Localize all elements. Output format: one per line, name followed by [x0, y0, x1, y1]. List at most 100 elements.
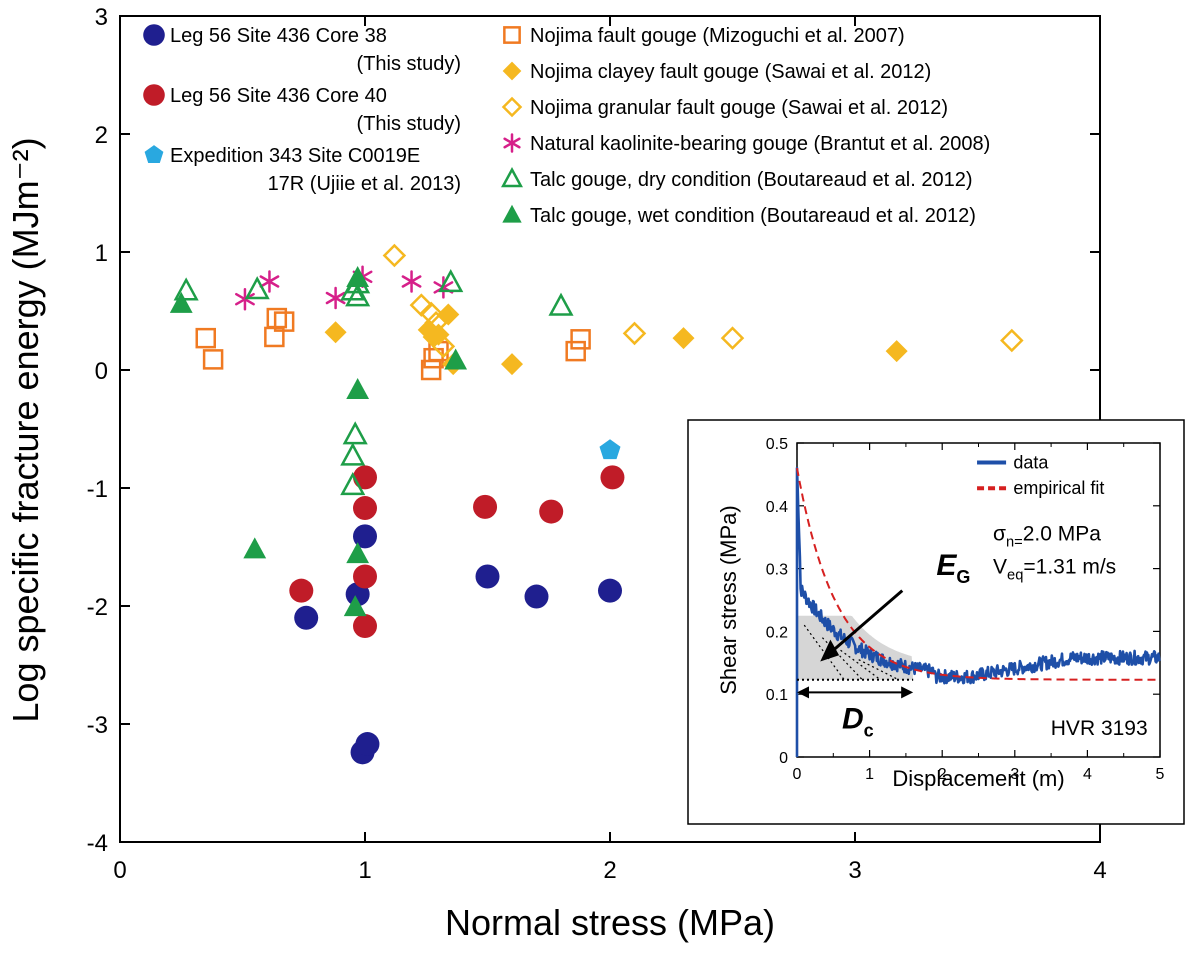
inset-y-tick-label: 0: [779, 750, 788, 767]
fit-line: [796, 467, 1160, 681]
data-point: [346, 378, 370, 400]
veq-label: Veq=1.31 m/s: [993, 556, 1116, 584]
data-point: [202, 349, 224, 370]
data-point: [324, 321, 347, 344]
inset-y-tick-label: 0.1: [766, 687, 788, 704]
data-point: [382, 243, 407, 268]
series-diamond-filled: [324, 303, 908, 376]
data-point: [353, 496, 377, 521]
series-circle: [289, 465, 625, 639]
inset-y-tick-label: 0.2: [766, 624, 788, 641]
data-point: [539, 499, 564, 524]
eg-arrow-head: [820, 639, 840, 662]
x-tick-label: 1: [358, 857, 371, 884]
inset-chart: 0 1 2 3 4 5 0 0.1 0.2 0.3 0.4 0.5 Displacement (m) Sh…: [687, 419, 1185, 825]
axis-ticks: 0 1 2 3 4 -4 -3 -2 -1 0 1 2 3: [87, 4, 1107, 884]
inset-x-tick-label: 4: [1083, 766, 1092, 783]
inset-x-tick-label: 2: [938, 766, 947, 783]
inset-y-tick-label: 0.3: [766, 562, 788, 579]
data-point: [672, 327, 695, 350]
data-point: [289, 578, 314, 603]
data-point: [599, 439, 621, 460]
series-triangle-open: [173, 269, 574, 496]
data-point: [340, 442, 366, 466]
data-point: [342, 421, 368, 445]
x-tick-label: 2: [603, 857, 616, 884]
legend-marker: [502, 204, 522, 223]
data-point: [885, 340, 908, 363]
data-point: [423, 347, 444, 369]
legend-marker: [143, 24, 165, 46]
data-point: [243, 537, 267, 559]
inset-x-tick-label: 1: [865, 766, 874, 783]
x-axis-label: Normal stress (MPa): [445, 902, 775, 943]
legend-label: Nojima clayey fault gouge (Sawai et al. …: [530, 61, 931, 83]
data-point: [548, 292, 574, 316]
y-tick-label: -2: [87, 594, 108, 621]
data-point: [343, 595, 367, 617]
legend-label: (This study): [357, 53, 461, 75]
x-tick-label: 4: [1093, 857, 1106, 884]
series-circle: [294, 524, 622, 765]
sigma-label: σn=2.0 MPa: [993, 522, 1101, 550]
legend-marker: [503, 133, 521, 153]
inset-y-tick-label: 0.5: [766, 436, 788, 453]
data-point: [444, 348, 468, 370]
legend-marker: [501, 96, 523, 118]
y-tick-label: -3: [87, 712, 108, 739]
data-point: [475, 564, 500, 589]
y-tick-label: 2: [95, 122, 108, 149]
data-point: [524, 584, 549, 609]
legend-label: Expedition 343 Site C0019E: [170, 145, 420, 167]
data-point: [622, 321, 647, 346]
legend-label: Natural kaolinite-bearing gouge (Brantut…: [530, 133, 990, 155]
series-pentagon: [599, 439, 621, 460]
inset-x-tick-label: 5: [1156, 766, 1165, 783]
y-axis-label: Log specific fracture energy (MJm⁻²): [5, 137, 46, 722]
data-point: [346, 542, 370, 564]
data-point: [431, 334, 456, 359]
data-series: [169, 243, 1024, 765]
data-point: [353, 564, 377, 589]
data-point: [273, 311, 295, 332]
inset-legend-label: data: [1013, 452, 1049, 472]
y-tick-label: -4: [87, 830, 108, 857]
data-point: [169, 291, 193, 313]
data-point: [294, 605, 319, 630]
dc-label: Dc: [842, 703, 874, 741]
eg-label: EG: [936, 549, 970, 587]
data-line: [795, 466, 1161, 757]
y-tick-label: 3: [95, 4, 108, 31]
inset-frame: [687, 419, 1185, 825]
data-point: [501, 353, 523, 376]
data-point: [173, 277, 199, 301]
legend-marker: [144, 145, 164, 163]
data-point: [340, 472, 366, 496]
data-point: [266, 307, 288, 329]
data-point: [325, 286, 346, 310]
data-point: [353, 614, 377, 639]
eg-arrow-line: [828, 589, 904, 655]
legend-label: Talc gouge, dry condition (Boutareaud et…: [530, 169, 973, 191]
y-tick-label: 1: [95, 240, 108, 267]
dc-arrow-right: [901, 686, 914, 699]
data-point: [345, 283, 371, 307]
data-point: [1000, 328, 1024, 353]
series-square-open: [195, 307, 591, 381]
legend-label: Leg 56 Site 436 Core 38: [170, 25, 387, 47]
data-point: [720, 326, 745, 350]
x-tick-label: 3: [848, 857, 861, 884]
data-point: [353, 524, 377, 549]
legend-label: Talc gouge, wet condition (Boutareaud et…: [530, 205, 976, 227]
data-point: [600, 465, 625, 490]
data-point: [473, 494, 498, 519]
legend-label: Nojima fault gouge (Mizoguchi et al. 200…: [530, 25, 905, 47]
data-point: [346, 265, 370, 287]
series-triangle-filled: [169, 265, 468, 617]
run-label: HVR 3193: [1051, 717, 1148, 740]
data-point: [565, 340, 586, 362]
series-asterisk: [235, 265, 454, 311]
data-point: [438, 269, 464, 293]
legend-marker: [503, 26, 521, 44]
